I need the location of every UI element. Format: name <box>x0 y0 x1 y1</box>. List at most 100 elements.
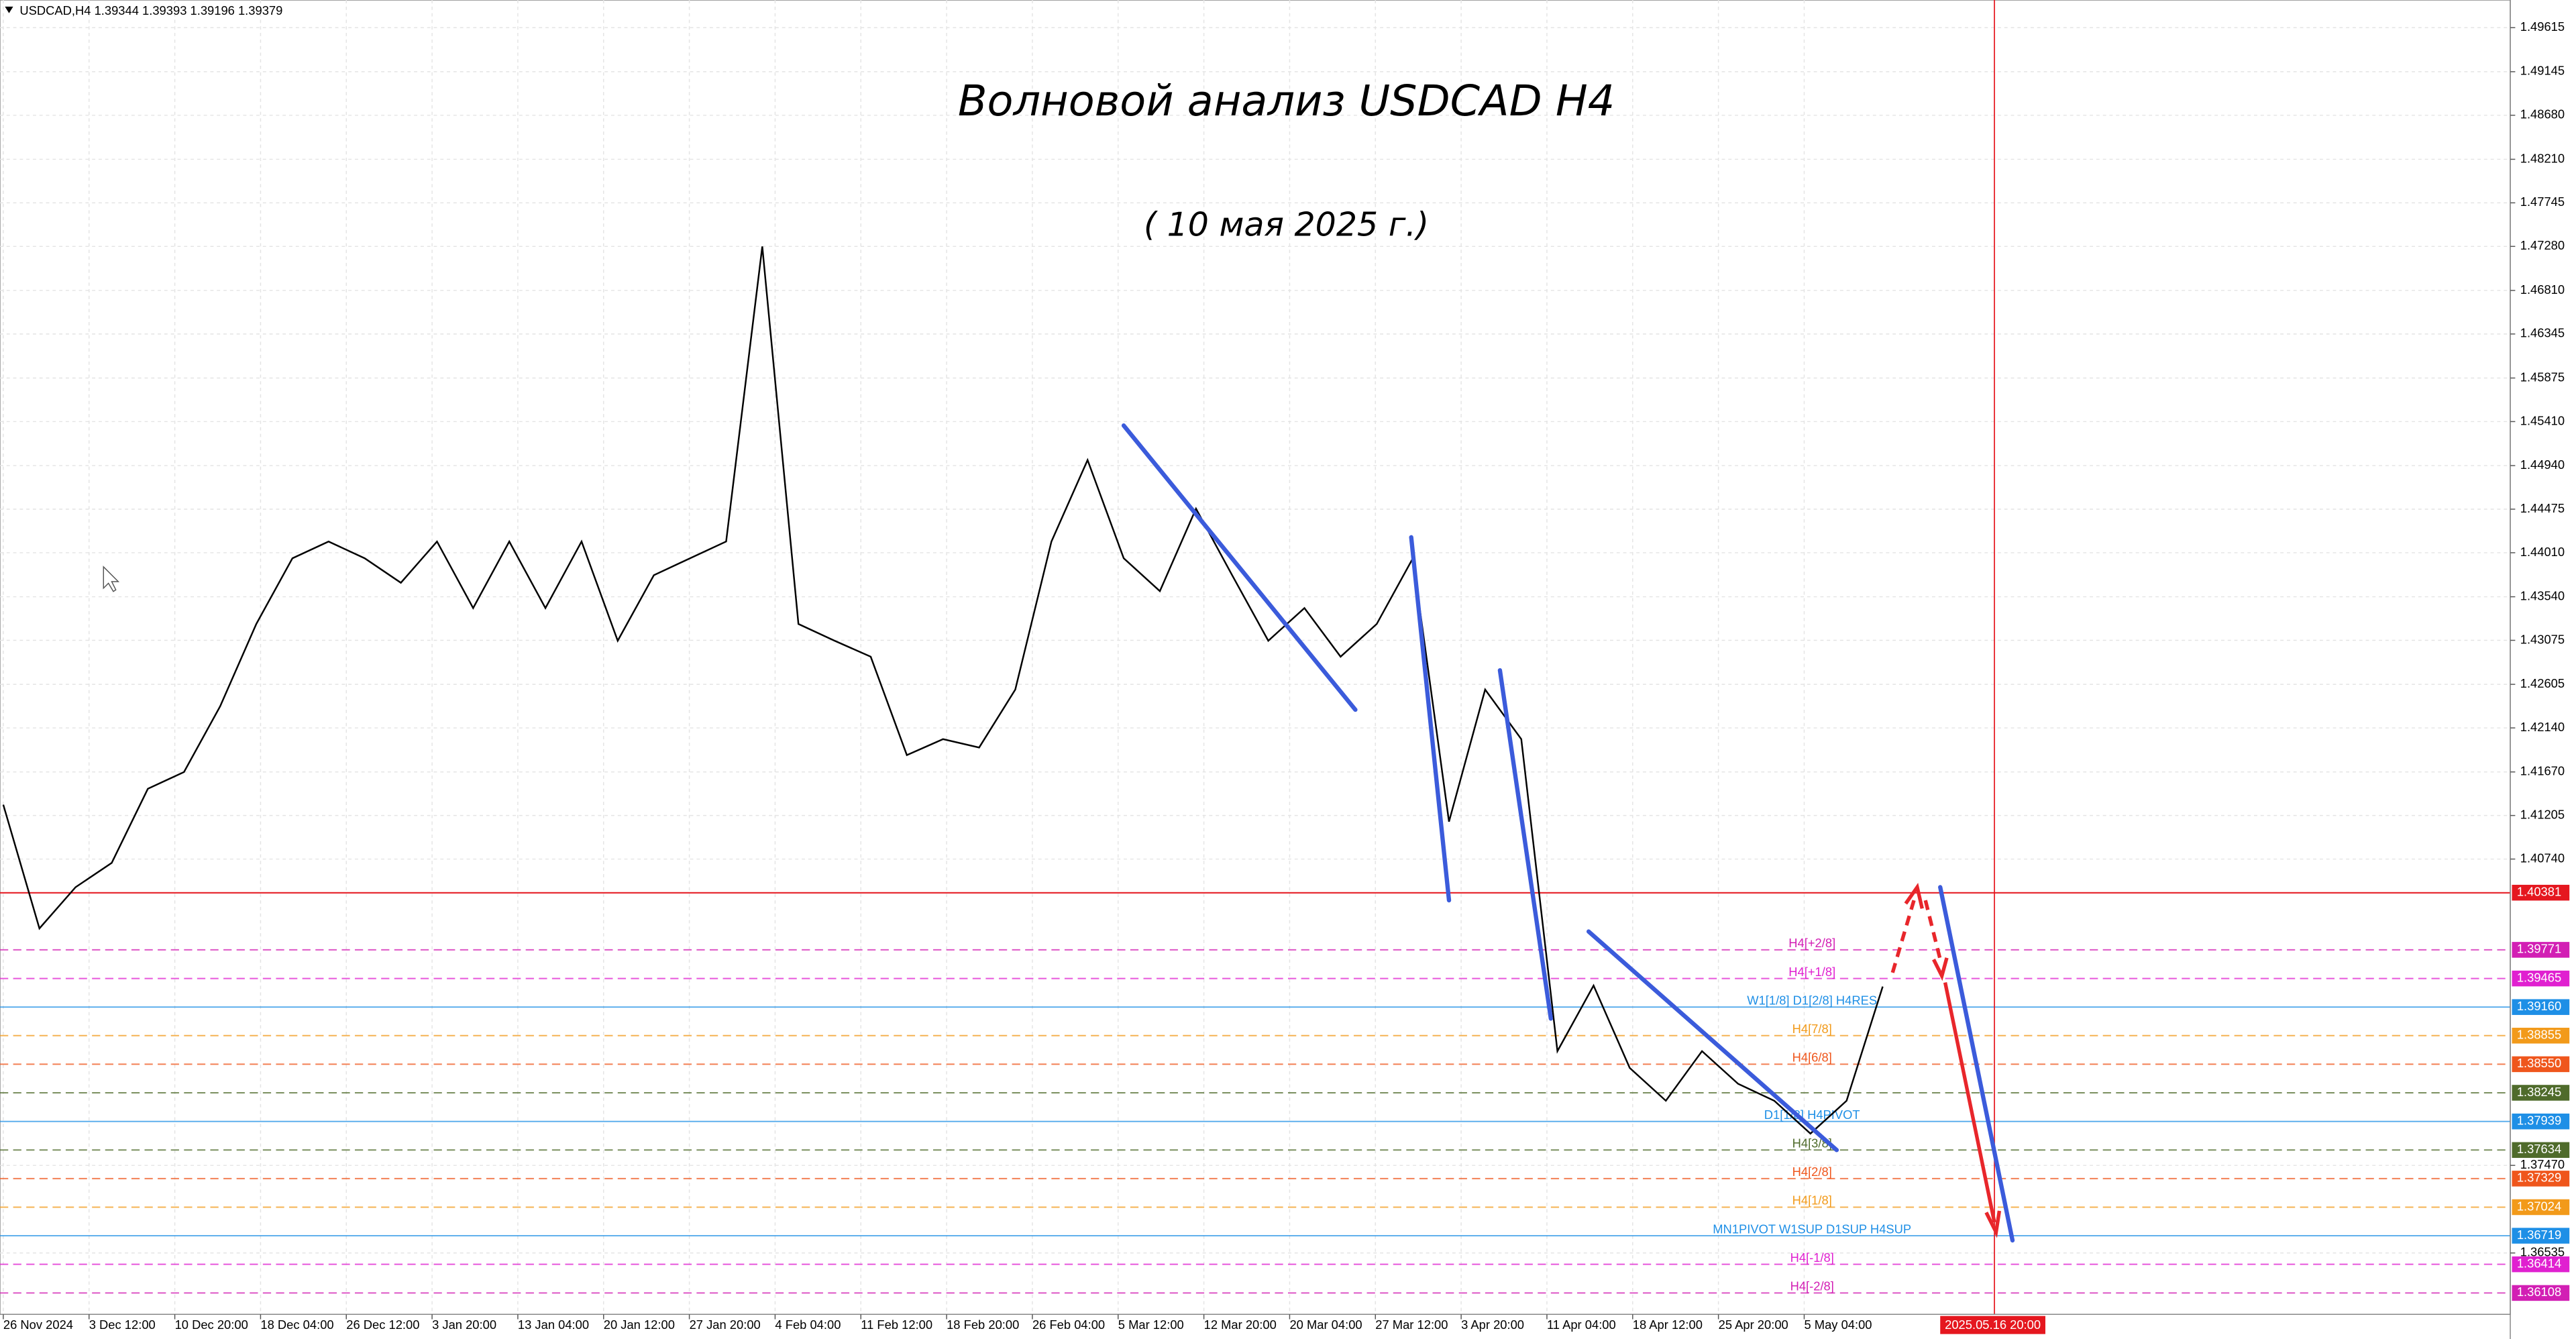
symbol-header: USDCAD,H4 1.39344 1.39393 1.39196 1.3937… <box>19 3 282 17</box>
x-tick-label: 26 Feb 04:00 <box>1032 1318 1105 1332</box>
x-tick-label: 3 Jan 20:00 <box>432 1318 496 1332</box>
level-price-label: 1.37939 <box>2517 1114 2561 1128</box>
y-tick-label: 1.40740 <box>2520 851 2565 865</box>
y-tick-label: 1.46810 <box>2520 282 2565 297</box>
x-tick-label: 26 Nov 2024 <box>3 1318 73 1332</box>
arrow-head <box>1932 957 1949 981</box>
x-tick-label: 12 Mar 20:00 <box>1204 1318 1277 1332</box>
level-price-box <box>2512 1056 2570 1073</box>
level-price-label: 1.37024 <box>2517 1199 2561 1213</box>
level-price-box <box>2512 1028 2570 1044</box>
level-name: MN1PIVOT W1SUP D1SUP H4SUP <box>1713 1222 1911 1236</box>
level-price-label: 1.39465 <box>2517 970 2561 984</box>
level-price-box <box>2512 1113 2570 1130</box>
level-name: H4[-2/8] <box>1790 1279 1834 1293</box>
x-tick-label: 20 Jan 12:00 <box>604 1318 675 1332</box>
level-name: H4[+2/8] <box>1788 936 1835 950</box>
level-price-box <box>2512 970 2570 987</box>
level-price-box <box>2512 1228 2570 1244</box>
level-name: D1[1/8] H4PIVOT <box>1764 1108 1860 1122</box>
y-tick-label: 1.41205 <box>2520 807 2565 821</box>
level-name: H4[7/8] <box>1792 1022 1832 1036</box>
wave-line <box>1938 885 2015 1243</box>
y-tick-label: 1.42140 <box>2520 720 2565 734</box>
level-price-label: 1.40381 <box>2517 885 2561 899</box>
arrow-solid <box>1943 981 1996 1223</box>
mouse-cursor <box>103 566 120 592</box>
y-tick-label: 1.49145 <box>2520 64 2565 78</box>
y-tick-label: 1.36535 <box>2520 1245 2565 1259</box>
y-tick-label: 1.44475 <box>2520 501 2565 515</box>
menu-arrow[interactable] <box>5 6 13 13</box>
y-tick-label: 1.49615 <box>2520 19 2565 34</box>
level-price-label: 1.39160 <box>2517 999 2561 1013</box>
series <box>2 246 1884 1135</box>
x-tick-label: 27 Mar 12:00 <box>1375 1318 1448 1332</box>
level-price-label: 1.39771 <box>2517 942 2561 956</box>
level-name: H4[-1/8] <box>1790 1250 1834 1265</box>
y-tick-label: 1.42605 <box>2520 676 2565 690</box>
x-tick-label: 18 Dec 04:00 <box>260 1318 333 1332</box>
chart-title: Волновой анализ USDCAD H4 <box>958 76 1615 126</box>
x-tick-label: 11 Feb 12:00 <box>861 1318 932 1332</box>
y-tick-label: 1.47280 <box>2520 238 2565 252</box>
x-tick-label: 4 Feb 04:00 <box>775 1318 841 1332</box>
level-price-box <box>2512 1171 2570 1187</box>
level-price-label: 1.36414 <box>2517 1256 2561 1270</box>
level-name: H4[1/8] <box>1792 1193 1832 1208</box>
chart-subtitle: ( 10 мая 2025 г.) <box>1144 206 1429 244</box>
x-tick-label: 3 Apr 20:00 <box>1461 1318 1524 1332</box>
grid <box>0 0 2511 1315</box>
level-price-box <box>2512 942 2570 958</box>
level-price-box <box>2512 1256 2570 1273</box>
y-tick-label: 1.43075 <box>2520 632 2565 646</box>
level-price-label: 1.38245 <box>2517 1085 2561 1099</box>
level-price-box <box>2512 884 2570 901</box>
y-tick-label: 1.44010 <box>2520 545 2565 559</box>
price-line-series <box>2 246 1884 1135</box>
y-tick-label: 1.46345 <box>2520 326 2565 340</box>
arrow-dashed <box>1890 900 1916 973</box>
x-tick-label: 5 Mar 12:00 <box>1118 1318 1184 1332</box>
level-price-box <box>2512 1199 2570 1216</box>
y-tick-label: 1.48210 <box>2520 151 2565 165</box>
level-name: W1[1/8] D1[2/8] H4RES <box>1747 993 1877 1007</box>
x-tick-label: 25 Apr 20:00 <box>1719 1318 1788 1332</box>
arrow-head <box>1904 882 1924 909</box>
arrow-dashed <box>1923 900 1942 960</box>
wave-line <box>1409 535 1452 903</box>
wave-lines <box>1121 423 2015 1243</box>
x-tick-label: 10 Dec 20:00 <box>175 1318 248 1332</box>
x-tick-label: 3 Dec 12:00 <box>89 1318 156 1332</box>
current-time-label: 2025.05.16 20:00 <box>1945 1318 2041 1332</box>
x-tick-label: 13 Jan 04:00 <box>518 1318 589 1332</box>
wave-line <box>1497 668 1554 1021</box>
time-box <box>1940 1316 2045 1334</box>
y-tick-label: 1.37470 <box>2520 1157 2565 1171</box>
level-price-label: 1.37634 <box>2517 1142 2561 1156</box>
level-price-box <box>2512 1285 2570 1301</box>
level-price-box <box>2512 1085 2570 1101</box>
y-tick-label: 1.41670 <box>2520 764 2565 778</box>
forecast-arrows <box>1890 882 2002 1238</box>
x-tick-label: 26 Dec 12:00 <box>346 1318 419 1332</box>
plot-area <box>0 0 2511 1315</box>
x-tick-label: 5 May 04:00 <box>1804 1318 1872 1332</box>
x-tick-label: 18 Feb 20:00 <box>947 1318 1019 1332</box>
level-price-label: 1.37329 <box>2517 1171 2561 1185</box>
x-tick-label: 27 Jan 20:00 <box>690 1318 761 1332</box>
y-tick-label: 1.48680 <box>2520 107 2565 121</box>
y-tick-label: 1.47745 <box>2520 195 2565 209</box>
level-price-box <box>2512 1142 2570 1159</box>
wave-line <box>1121 423 1358 712</box>
y-tick-label: 1.44940 <box>2520 458 2565 472</box>
level-name: H4[2/8] <box>1792 1165 1832 1179</box>
x-tick-label: 11 Apr 04:00 <box>1547 1318 1616 1332</box>
x-tick-label: 20 Mar 04:00 <box>1289 1318 1362 1332</box>
y-tick-label: 1.43540 <box>2520 588 2565 602</box>
y-tick-label: 1.45410 <box>2520 413 2565 427</box>
x-tick-label: 18 Apr 12:00 <box>1633 1318 1703 1332</box>
